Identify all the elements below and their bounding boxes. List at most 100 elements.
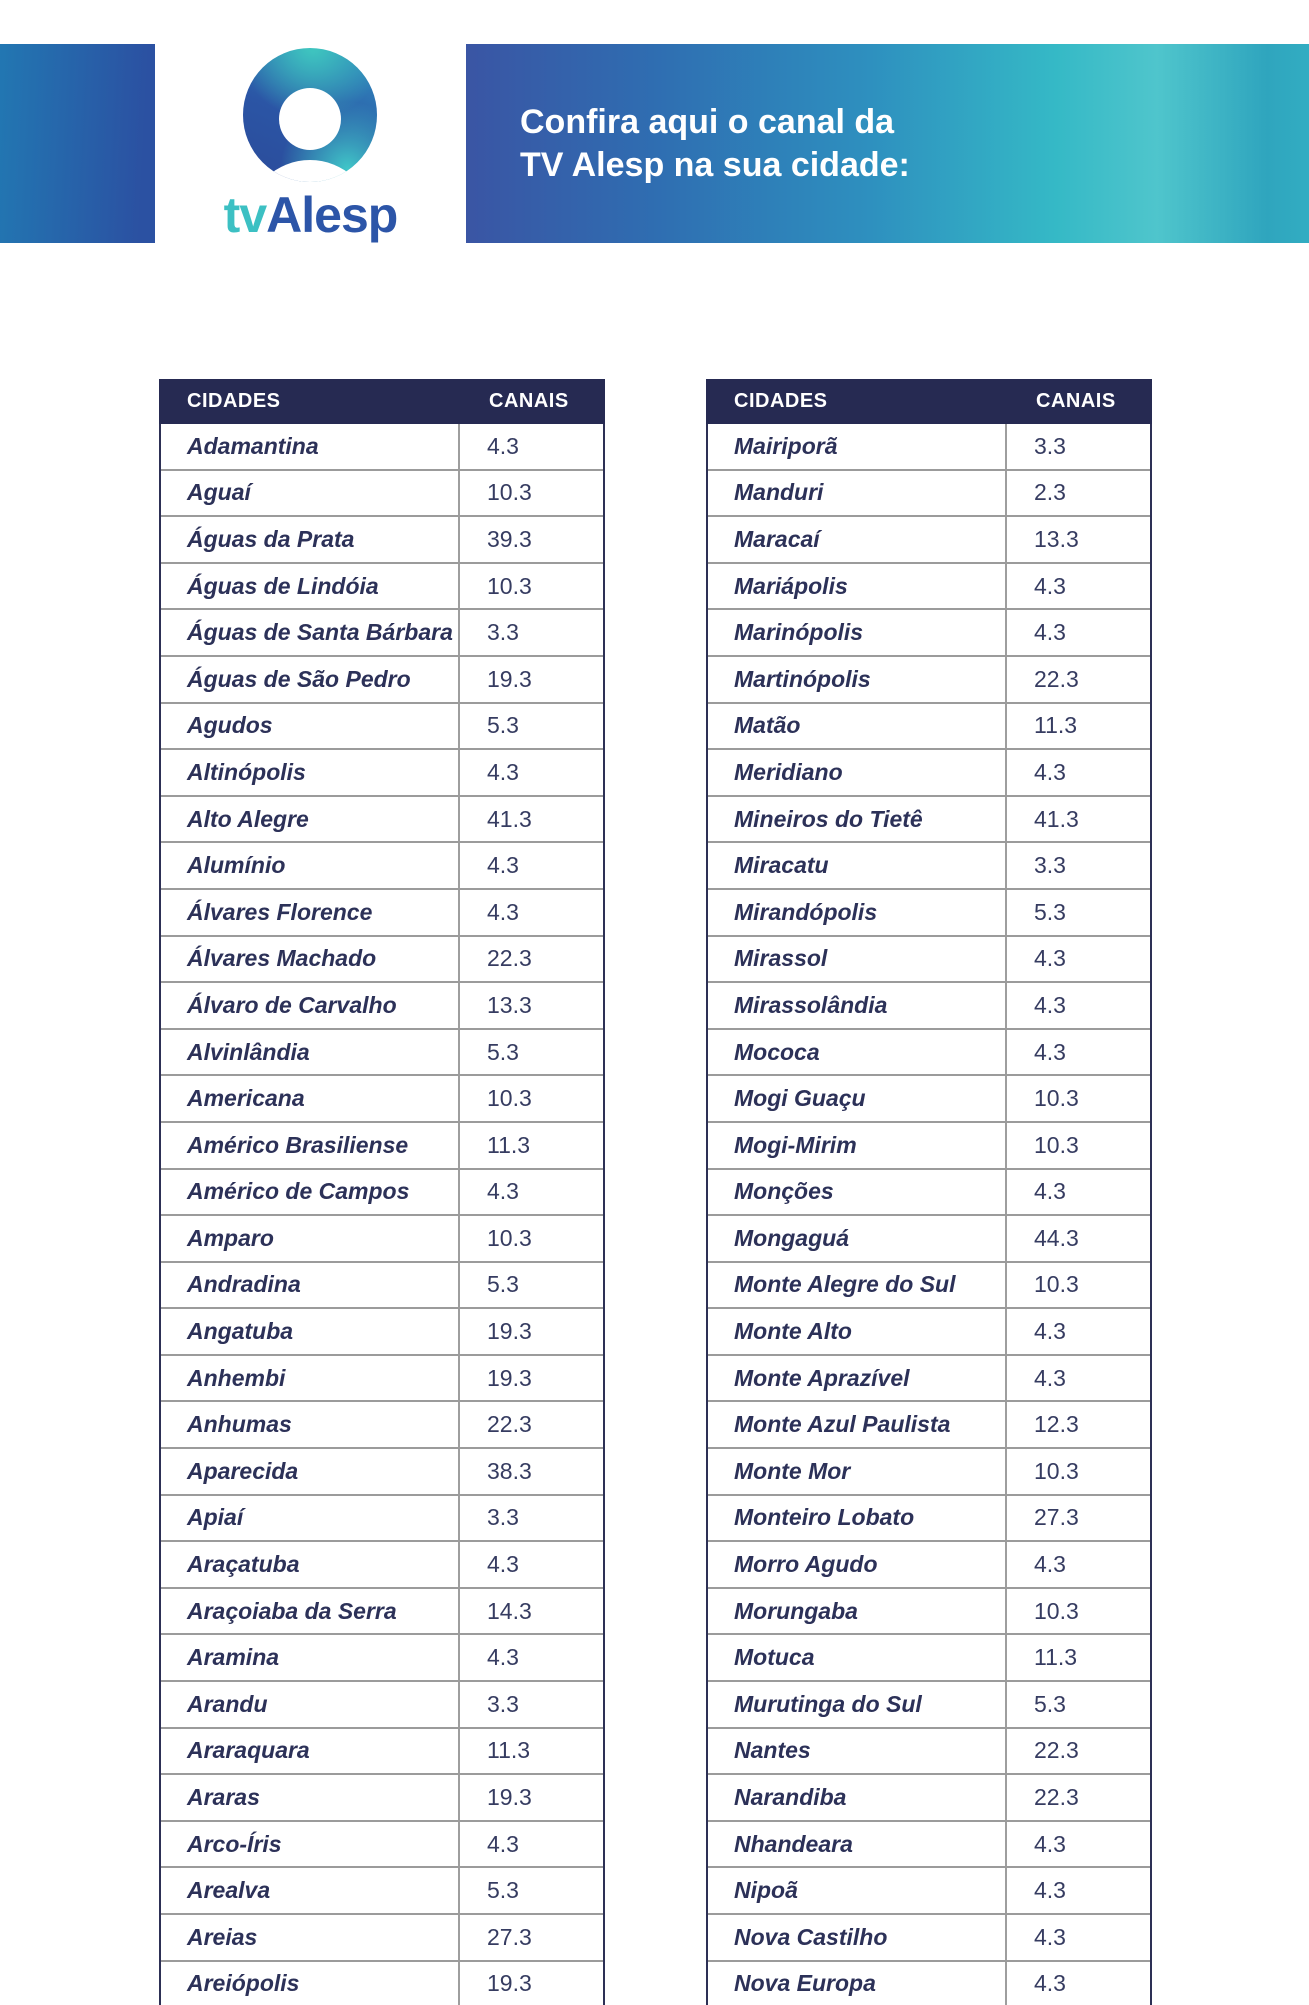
table-row: Alvinlândia 5.3 [161,1029,603,1077]
table-row: Apiaí 3.3 [161,1495,603,1543]
table-row: Anhembi 19.3 [161,1355,603,1403]
channel-cell: 19.3 [487,1970,532,1997]
channel-cell: 4.3 [487,1644,519,1671]
channel-cell: 10.3 [487,479,532,506]
column-header-channels: CANAIS [489,390,569,412]
city-cell: Mirassol [708,936,1007,982]
table-body: Mairiporã 3.3 Manduri 2.3 Maracaí 13.3 M… [708,424,1150,2005]
column-header-cities: CIDADES [734,390,828,412]
table-row: Monte Aprazível 4.3 [708,1355,1150,1403]
channel-cell: 13.3 [1034,525,1079,552]
city-cell: Aramina [161,1635,460,1681]
table-row: Morro Agudo 4.3 [708,1542,1150,1589]
table-row: Mogi-Mirim 10.3 [708,1122,1150,1170]
city-cell: Anhumas [161,1402,460,1448]
city-cell: Monções [708,1169,1007,1215]
city-cell: Martinópolis [708,656,1007,702]
channel-cell: 12.3 [1034,1411,1079,1438]
city-cell: Amparo [161,1216,460,1261]
city-cell: Murutinga do Sul [708,1682,1007,1727]
city-cell: Motuca [708,1635,1007,1681]
city-cell: Mococa [708,1029,1007,1075]
channel-cell: 41.3 [487,805,532,832]
table-row: Nantes 22.3 [708,1728,1150,1776]
channel-cell: 4.3 [1034,1178,1066,1205]
city-cell: Angatuba [161,1309,460,1354]
city-cell: Alvinlândia [161,1029,460,1075]
header-band: tvAlesp Confira aqui o canal da TV Alesp… [0,44,1309,243]
channel-cell: 4.3 [1034,1318,1066,1345]
channel-cell: 4.3 [487,898,519,925]
person-shoulders-shape [248,160,372,182]
channel-cell: 13.3 [487,991,532,1018]
channels-table-right: CIDADES CANAIS Mairiporã 3.3 Manduri 2.3… [706,379,1152,2005]
channel-cell: 10.3 [1034,1457,1079,1484]
channel-cell: 22.3 [1034,665,1079,692]
table-row: Álvares Florence 4.3 [161,889,603,937]
city-cell: Mogi-Mirim [708,1122,1007,1168]
city-cell: Apiaí [161,1495,460,1541]
channel-cell: 5.3 [1034,1690,1066,1717]
city-cell: Monte Mor [708,1449,1007,1494]
table-row: Mococa 4.3 [708,1029,1150,1077]
channel-cell: 4.3 [1034,619,1066,646]
channel-cell: 22.3 [1034,1737,1079,1764]
table-row: Aparecida 38.3 [161,1449,603,1496]
city-cell: Anhembi [161,1355,460,1401]
city-cell: Mariápolis [708,563,1007,609]
city-cell: Monte Alto [708,1309,1007,1354]
table-row: Narandiba 22.3 [708,1775,1150,1822]
table-row: Alumínio 4.3 [161,843,603,890]
city-cell: Morungaba [708,1588,1007,1634]
channel-cell: 19.3 [487,1318,532,1345]
city-cell: Altinópolis [161,750,460,795]
logo-wordmark-alesp: Alesp [266,187,398,243]
table-row: Mariápolis 4.3 [708,563,1150,611]
table-row: Arandu 3.3 [161,1682,603,1729]
table-row: Águas de Lindóia 10.3 [161,563,603,611]
city-cell: Américo Brasiliense [161,1122,460,1168]
table-row: Arco-Íris 4.3 [161,1821,603,1869]
table-row: Altinópolis 4.3 [161,750,603,797]
city-cell: Álvaro de Carvalho [161,983,460,1028]
table-row: Amparo 10.3 [161,1216,603,1263]
city-cell: Mirandópolis [708,889,1007,935]
table-row: Nhandeara 4.3 [708,1821,1150,1869]
table-row: Águas de Santa Bárbara 3.3 [161,610,603,657]
city-cell: Narandiba [708,1775,1007,1820]
channel-cell: 10.3 [1034,1597,1079,1624]
channel-cell: 22.3 [487,945,532,972]
channel-cell: 4.3 [487,758,519,785]
table-row: Anhumas 22.3 [161,1402,603,1450]
channel-cell: 19.3 [487,665,532,692]
table-row: Monte Azul Paulista 12.3 [708,1402,1150,1450]
channels-table-left: CIDADES CANAIS Adamantina 4.3 Aguaí 10.3… [159,379,605,2005]
channel-cell: 5.3 [487,1877,519,1904]
city-cell: Meridiano [708,750,1007,795]
table-header: CIDADES CANAIS [706,379,1152,424]
city-cell: Alto Alegre [161,796,460,842]
channel-cell: 4.3 [1034,1923,1066,1950]
city-cell: Adamantina [161,424,460,469]
tv-alesp-logo: tvAlesp [155,44,466,243]
city-cell: Manduri [708,470,1007,516]
channel-cell: 14.3 [487,1597,532,1624]
city-cell: Miracatu [708,843,1007,888]
city-cell: Areiópolis [161,1961,460,2005]
city-cell: Matão [708,703,1007,749]
city-cell: Maracaí [708,517,1007,562]
table-row: Mogi Guaçu 10.3 [708,1076,1150,1123]
table-row: Monte Alegre do Sul 10.3 [708,1262,1150,1310]
city-cell: Álvares Machado [161,936,460,982]
table-row: Martinópolis 22.3 [708,656,1150,704]
table-row: Adamantina 4.3 [161,424,603,471]
channel-cell: 10.3 [487,1085,532,1112]
page-title-line2: TV Alesp na sua cidade: [520,145,910,184]
channel-cell: 38.3 [487,1457,532,1484]
city-cell: Águas de Lindóia [161,563,460,609]
table-row: Areiópolis 19.3 [161,1961,603,2005]
table-row: Manduri 2.3 [708,470,1150,518]
table-row: Araçatuba 4.3 [161,1542,603,1589]
city-cell: Mogi Guaçu [708,1076,1007,1121]
channel-cell: 44.3 [1034,1224,1079,1251]
